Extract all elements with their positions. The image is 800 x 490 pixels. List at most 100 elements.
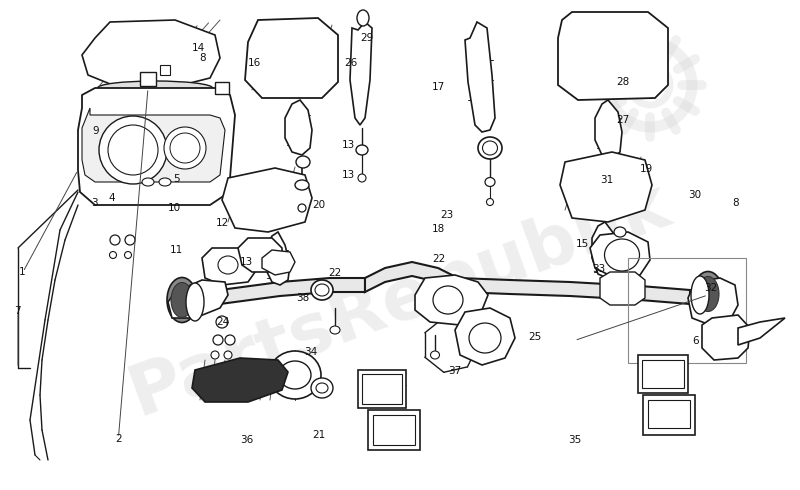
- Text: 2: 2: [115, 434, 122, 443]
- Ellipse shape: [433, 286, 463, 314]
- Ellipse shape: [358, 174, 366, 182]
- Ellipse shape: [218, 256, 238, 274]
- Text: 21: 21: [312, 430, 325, 440]
- Text: 27: 27: [616, 115, 629, 125]
- Text: 36: 36: [240, 435, 253, 445]
- Ellipse shape: [697, 276, 719, 312]
- Text: 18: 18: [432, 224, 445, 234]
- Text: 14: 14: [192, 43, 205, 53]
- Ellipse shape: [693, 271, 723, 317]
- Bar: [358, 370, 406, 408]
- Text: 13: 13: [342, 171, 354, 180]
- Ellipse shape: [315, 284, 329, 296]
- Bar: [140, 72, 156, 86]
- Polygon shape: [592, 222, 618, 278]
- Text: 8: 8: [199, 53, 206, 63]
- Bar: [215, 82, 229, 94]
- Polygon shape: [350, 22, 372, 125]
- Text: 3: 3: [91, 198, 98, 208]
- Polygon shape: [78, 88, 235, 205]
- Polygon shape: [688, 278, 738, 325]
- Ellipse shape: [98, 81, 213, 95]
- Text: 31: 31: [600, 175, 613, 185]
- Text: 26: 26: [344, 58, 357, 68]
- Bar: [638, 355, 688, 393]
- Polygon shape: [245, 18, 338, 98]
- Ellipse shape: [311, 280, 333, 300]
- Bar: [362, 374, 402, 404]
- Ellipse shape: [108, 125, 158, 175]
- Ellipse shape: [167, 277, 197, 322]
- Text: 22: 22: [432, 254, 445, 264]
- Polygon shape: [702, 315, 750, 360]
- Text: 6: 6: [693, 336, 699, 345]
- Polygon shape: [465, 22, 495, 132]
- Polygon shape: [455, 308, 515, 365]
- Ellipse shape: [691, 276, 709, 314]
- Text: 37: 37: [448, 367, 461, 376]
- Polygon shape: [192, 358, 288, 402]
- Ellipse shape: [614, 227, 626, 237]
- Ellipse shape: [164, 127, 206, 169]
- Polygon shape: [238, 238, 282, 272]
- Text: PartsRepublik: PartsRepublik: [120, 170, 680, 430]
- Text: 29: 29: [360, 33, 373, 43]
- Text: 24: 24: [216, 318, 229, 327]
- Ellipse shape: [296, 156, 310, 168]
- Text: 13: 13: [240, 257, 253, 267]
- Text: 34: 34: [304, 347, 317, 357]
- Polygon shape: [195, 278, 365, 308]
- Ellipse shape: [171, 283, 193, 318]
- Ellipse shape: [330, 326, 340, 334]
- Text: 12: 12: [216, 218, 229, 228]
- Text: 25: 25: [528, 332, 541, 342]
- Ellipse shape: [186, 283, 204, 321]
- Ellipse shape: [605, 239, 639, 271]
- Ellipse shape: [356, 145, 368, 155]
- Polygon shape: [285, 100, 312, 155]
- Ellipse shape: [110, 235, 120, 245]
- Text: 13: 13: [342, 140, 354, 149]
- Text: 10: 10: [168, 203, 181, 213]
- Polygon shape: [458, 278, 690, 304]
- Polygon shape: [595, 100, 622, 158]
- Polygon shape: [415, 275, 488, 325]
- Ellipse shape: [316, 383, 328, 393]
- Ellipse shape: [224, 351, 232, 359]
- Text: 28: 28: [616, 77, 629, 87]
- Polygon shape: [560, 152, 652, 222]
- Text: 1: 1: [19, 267, 26, 277]
- Ellipse shape: [225, 335, 235, 345]
- Text: 7: 7: [14, 306, 21, 316]
- Text: 16: 16: [248, 58, 261, 68]
- Ellipse shape: [170, 133, 200, 163]
- Ellipse shape: [216, 316, 228, 328]
- Text: 35: 35: [568, 435, 581, 445]
- Text: 5: 5: [173, 174, 179, 184]
- Polygon shape: [558, 12, 668, 100]
- Polygon shape: [265, 232, 290, 285]
- Bar: [642, 360, 684, 388]
- Text: 30: 30: [688, 190, 701, 200]
- Ellipse shape: [211, 351, 219, 359]
- Ellipse shape: [110, 251, 117, 259]
- Ellipse shape: [295, 180, 309, 190]
- Ellipse shape: [482, 141, 498, 155]
- Polygon shape: [262, 250, 295, 275]
- Ellipse shape: [485, 177, 495, 187]
- Bar: [160, 65, 170, 75]
- Text: 33: 33: [592, 264, 605, 273]
- Polygon shape: [738, 318, 785, 345]
- Ellipse shape: [142, 178, 154, 186]
- Bar: [643, 395, 695, 435]
- Polygon shape: [82, 108, 225, 182]
- Polygon shape: [222, 168, 312, 232]
- Text: 19: 19: [640, 164, 653, 174]
- Ellipse shape: [159, 178, 171, 186]
- Text: 22: 22: [328, 269, 341, 278]
- Ellipse shape: [298, 204, 306, 212]
- Ellipse shape: [357, 10, 369, 26]
- Ellipse shape: [125, 235, 135, 245]
- Text: 9: 9: [93, 126, 99, 136]
- Text: 32: 32: [704, 283, 717, 293]
